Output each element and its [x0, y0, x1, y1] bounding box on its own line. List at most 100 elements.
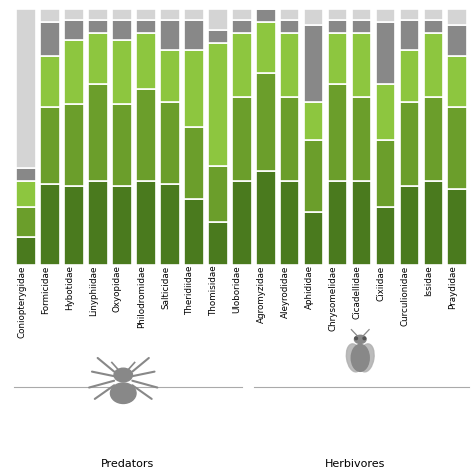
Bar [304, 140, 323, 212]
Text: Salticidae: Salticidae [161, 265, 170, 309]
Bar [136, 181, 156, 265]
Bar [280, 20, 300, 33]
Bar [40, 55, 60, 107]
Bar [328, 9, 347, 20]
Bar [208, 222, 228, 265]
Bar [136, 33, 156, 89]
Text: Curculionidae: Curculionidae [401, 265, 410, 326]
Bar [232, 33, 252, 97]
Bar [447, 107, 467, 189]
Bar [280, 97, 300, 181]
Bar [232, 20, 252, 33]
Bar [184, 9, 204, 20]
Bar [352, 97, 371, 181]
Bar [64, 186, 84, 265]
Bar [375, 207, 395, 265]
Bar [64, 104, 84, 186]
Text: Uloboridae: Uloboridae [233, 265, 242, 313]
Text: Herbivores: Herbivores [325, 459, 386, 469]
Text: Issidae: Issidae [424, 265, 433, 296]
Bar [208, 43, 228, 165]
Bar [447, 55, 467, 107]
Bar [256, 171, 275, 265]
Text: Praydidae: Praydidae [448, 265, 457, 309]
Bar [352, 181, 371, 265]
Bar [280, 33, 300, 97]
Bar [88, 84, 108, 181]
Bar [17, 168, 36, 181]
Text: Thomisidae: Thomisidae [209, 265, 218, 316]
Text: Hybotidae: Hybotidae [65, 265, 74, 310]
Bar [280, 181, 300, 265]
Text: Chrysomelidae: Chrysomelidae [328, 265, 337, 331]
Ellipse shape [355, 335, 366, 344]
Bar [375, 140, 395, 207]
Bar [112, 40, 132, 104]
Bar [375, 84, 395, 140]
Bar [208, 9, 228, 30]
Bar [40, 9, 60, 22]
Bar [112, 20, 132, 40]
Bar [136, 20, 156, 33]
Bar [88, 20, 108, 33]
Bar [400, 101, 419, 186]
Bar [88, 9, 108, 20]
Text: Theridiidae: Theridiidae [185, 265, 194, 315]
Ellipse shape [363, 337, 366, 340]
Bar [208, 30, 228, 43]
Bar [447, 25, 467, 55]
Bar [400, 20, 419, 50]
Bar [423, 97, 443, 181]
Bar [447, 189, 467, 265]
Bar [423, 9, 443, 20]
Bar [160, 183, 180, 265]
Bar [280, 9, 300, 20]
Bar [352, 20, 371, 33]
Bar [232, 97, 252, 181]
Text: Philodromidae: Philodromidae [137, 265, 146, 328]
Bar [232, 181, 252, 265]
Bar [304, 9, 323, 25]
Bar [64, 40, 84, 104]
Bar [423, 20, 443, 33]
Text: Coniopterygidae: Coniopterygidae [17, 265, 26, 338]
Bar [160, 101, 180, 183]
Text: Predators: Predators [101, 459, 155, 469]
Bar [160, 20, 180, 50]
Bar [304, 25, 323, 101]
Text: Formicidae: Formicidae [41, 265, 50, 314]
Bar [40, 107, 60, 183]
Bar [160, 50, 180, 101]
Bar [184, 199, 204, 265]
Bar [40, 183, 60, 265]
Bar [88, 181, 108, 265]
Ellipse shape [358, 344, 374, 372]
Bar [400, 50, 419, 101]
Ellipse shape [346, 344, 362, 372]
Bar [328, 181, 347, 265]
Ellipse shape [110, 383, 136, 403]
Bar [64, 20, 84, 40]
Bar [112, 9, 132, 20]
Bar [352, 33, 371, 97]
Text: Agromyzidae: Agromyzidae [257, 265, 266, 323]
Text: Aphididae: Aphididae [305, 265, 314, 310]
Bar [17, 237, 36, 265]
Bar [328, 84, 347, 181]
Text: Linyphiidae: Linyphiidae [89, 265, 98, 316]
Bar [375, 22, 395, 84]
Ellipse shape [114, 368, 132, 382]
Bar [328, 33, 347, 84]
Bar [400, 186, 419, 265]
Bar [352, 9, 371, 20]
Bar [88, 33, 108, 84]
Bar [64, 9, 84, 20]
Bar [304, 101, 323, 140]
Bar [112, 104, 132, 186]
Bar [184, 50, 204, 127]
Bar [304, 212, 323, 265]
Bar [423, 33, 443, 97]
Text: Aleyrodidae: Aleyrodidae [281, 265, 290, 318]
Bar [17, 207, 36, 237]
Text: Oxyopidae: Oxyopidae [113, 265, 122, 312]
